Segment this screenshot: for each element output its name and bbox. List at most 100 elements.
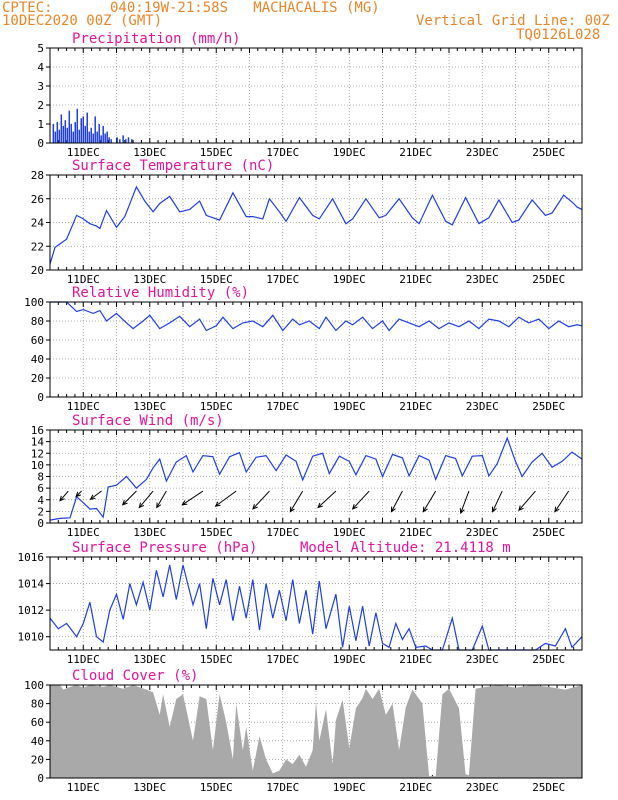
precipitation-ytick-label: 3 <box>37 80 44 93</box>
cloud-cover-date-label: 23DEC <box>466 781 499 794</box>
precipitation-date-label: 25DEC <box>532 146 565 159</box>
precipitation-bar <box>108 137 110 143</box>
relative-humidity-ytick-label: 40 <box>31 353 44 366</box>
precipitation-frame <box>49 47 583 144</box>
relative-humidity-ytick-label: 0 <box>37 391 44 404</box>
relative-humidity-ytick-label: 60 <box>31 334 44 347</box>
precipitation-bar <box>72 131 75 143</box>
surface-wind-date-label: 17DEC <box>266 526 299 539</box>
cloud-cover-date-label: 17DEC <box>266 781 299 794</box>
precipitation-bar <box>116 137 118 143</box>
wind-arrow-shaft <box>422 490 437 512</box>
cloud-cover-ytick-label: 100 <box>24 679 44 692</box>
precipitation-bar <box>76 108 79 143</box>
wind-arrow-head <box>317 502 324 509</box>
wind-arrow-head <box>156 502 162 509</box>
wind-arrow-shaft <box>352 490 370 510</box>
header-source: CPTEC: <box>2 0 53 16</box>
wind-arrow-head <box>214 501 221 507</box>
surface-pressure-date-label: 25DEC <box>532 653 565 666</box>
precipitation-bar <box>98 124 100 143</box>
cloud-cover-date-label: 13DEC <box>133 781 166 794</box>
wind-arrow-head <box>89 494 96 500</box>
precipitation-bar <box>96 131 98 143</box>
surface-temperature-ytick-label: 28 <box>31 169 44 182</box>
cloud-cover-area <box>50 685 582 778</box>
surface-wind-ytick-label: 2 <box>37 505 44 518</box>
precipitation-bar <box>82 116 84 143</box>
relative-humidity-date-label: 11DEC <box>67 400 100 413</box>
header-run-time: 10DEC2020 00Z (GMT) <box>2 13 163 29</box>
wind-arrow-shaft <box>122 490 137 506</box>
wind-arrow-head <box>121 499 128 506</box>
relative-humidity-ytick-label: 20 <box>31 372 44 385</box>
precipitation-bar <box>88 131 90 143</box>
precipitation-bar <box>54 131 57 143</box>
surface-wind-ytick-label: 14 <box>31 436 45 449</box>
precipitation-bar <box>131 139 133 143</box>
header-grid-line: Vertical Grid Line: 00Z <box>416 13 610 29</box>
wind-arrow-shaft <box>252 490 270 510</box>
precipitation-bar <box>92 133 94 143</box>
relative-humidity-date-label: 13DEC <box>133 400 166 413</box>
relative-humidity-date-label: 25DEC <box>532 400 565 413</box>
relative-humidity-frame <box>49 301 583 398</box>
relative-humidity-ytick-label: 80 <box>31 315 44 328</box>
surface-wind-frame <box>49 429 583 524</box>
wind-arrow-head <box>492 506 497 513</box>
wind-arrow-shaft <box>391 490 403 512</box>
surface-wind-ytick-label: 4 <box>37 494 44 507</box>
wind-arrow-shaft <box>554 490 570 512</box>
wind-arrow-head <box>459 508 465 515</box>
cloud-cover-ytick-label: 20 <box>31 753 44 766</box>
wind-arrow-shaft <box>518 490 536 511</box>
surface-temperature-series-line <box>49 185 583 265</box>
surface-wind-date-label: 11DEC <box>67 526 100 539</box>
wind-arrow-shaft <box>215 490 237 507</box>
precipitation-date-label: 15DEC <box>200 146 233 159</box>
precipitation-bar <box>70 124 73 143</box>
precipitation-ytick-label: 1 <box>37 118 44 131</box>
cloud-cover-date-label: 15DEC <box>200 781 233 794</box>
surface-temperature-ytick-label: 26 <box>31 193 44 206</box>
wind-arrow-shaft <box>59 490 69 501</box>
header-model-code: TQ0126L028 <box>516 27 601 43</box>
surface-temperature-date-label: 21DEC <box>399 273 432 286</box>
precipitation-bar <box>125 139 127 143</box>
surface-pressure-ytick-label: 1014 <box>18 578 45 591</box>
wind-arrow-shaft <box>317 490 337 508</box>
surface-pressure-frame <box>49 556 583 651</box>
surface-temperature-ytick-label: 22 <box>31 240 44 253</box>
precipitation-ytick-label: 4 <box>37 61 44 74</box>
surface-wind-date-label: 23DEC <box>466 526 499 539</box>
surface-pressure-date-label: 19DEC <box>333 653 366 666</box>
surface-wind-ytick-label: 8 <box>37 471 44 484</box>
precipitation-bar <box>64 120 67 143</box>
precipitation-bar <box>80 118 83 143</box>
wind-arrow-shaft <box>289 490 304 512</box>
wind-arrow-head <box>252 503 258 510</box>
precipitation-bar <box>52 124 55 143</box>
surface-pressure-annotation: Model Altitude: 21.4118 m <box>300 540 511 556</box>
wind-arrow-head <box>75 491 81 498</box>
surface-temperature-ytick-label: 24 <box>31 217 45 230</box>
surface-pressure-ytick-label: 1012 <box>18 604 45 617</box>
precipitation-bar <box>119 139 121 143</box>
surface-wind-series-line <box>49 436 583 521</box>
surface-temperature-date-label: 23DEC <box>466 273 499 286</box>
cloud-cover-date-label: 21DEC <box>399 781 432 794</box>
surface-wind-date-label: 25DEC <box>532 526 565 539</box>
surface-temperature-ytick-label: 20 <box>31 264 44 277</box>
precipitation-bar <box>74 122 77 143</box>
wind-arrow-shaft <box>460 490 470 514</box>
surface-temperature-date-label: 11DEC <box>67 273 100 286</box>
precipitation-bar <box>78 129 81 143</box>
relative-humidity-date-label: 23DEC <box>466 400 499 413</box>
surface-wind-ytick-label: 0 <box>37 517 44 530</box>
surface-temperature-date-label: 25DEC <box>532 273 565 286</box>
surface-pressure-date-label: 23DEC <box>466 653 499 666</box>
cloud-cover-date-label: 19DEC <box>333 781 366 794</box>
surface-pressure-title: Surface Pressure (hPa) <box>72 540 257 556</box>
surface-temperature-title: Surface Temperature (nC) <box>72 158 274 174</box>
wind-arrow-head <box>138 502 145 509</box>
